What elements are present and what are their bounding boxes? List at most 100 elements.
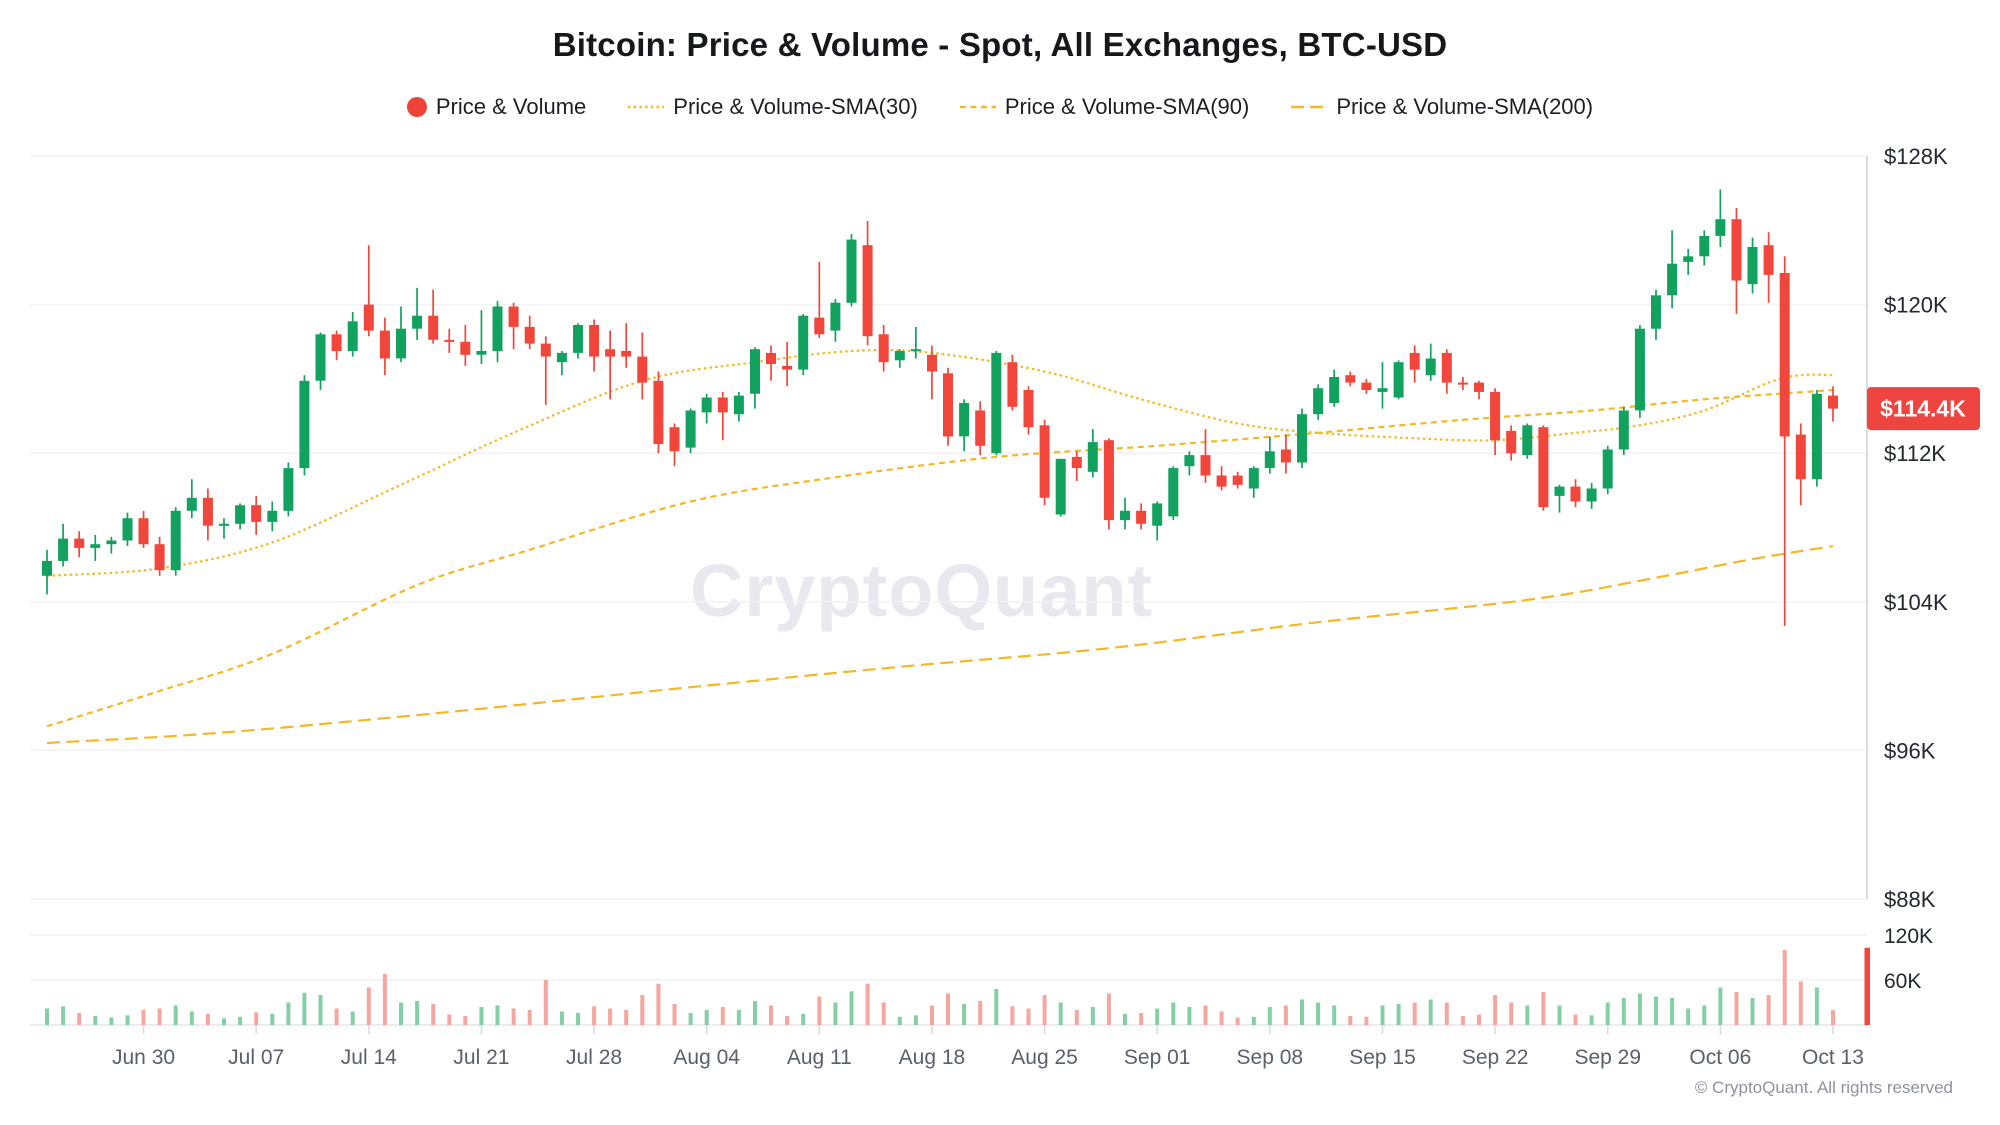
- cryptoquant-watermark: CryptoQuant: [690, 549, 1154, 632]
- volume-bar: [205, 1013, 210, 1026]
- candle-body: [1538, 427, 1549, 508]
- candle-body: [782, 365, 793, 370]
- volume-bar: [1798, 981, 1803, 1025]
- candle-body: [58, 538, 69, 561]
- candle-body: [363, 304, 374, 331]
- volume-bar: [77, 1013, 82, 1025]
- volume-bar: [479, 1007, 484, 1025]
- candle-body: [219, 523, 229, 526]
- axis-volume-marker: [1864, 947, 1870, 1026]
- candle-body: [74, 538, 85, 548]
- candle-body: [1168, 468, 1179, 517]
- candle-body: [186, 497, 197, 511]
- date-axis-tick: Jul 07: [228, 1046, 284, 1069]
- volume-bar: [382, 974, 387, 1025]
- volume-bar: [350, 1011, 355, 1025]
- sma90-dash-icon: [959, 105, 996, 109]
- volume-bar: [1477, 1014, 1481, 1025]
- date-axis-tick: Jun 30: [112, 1046, 175, 1069]
- volume-bar: [431, 1004, 436, 1025]
- date-axis-tick: Aug 11: [787, 1046, 852, 1069]
- sma200-line: [46, 545, 1834, 745]
- volume-bar: [1750, 998, 1755, 1025]
- volume-bar: [962, 1004, 967, 1025]
- volume-bar: [1203, 1005, 1208, 1025]
- volume-bar: [1058, 1002, 1063, 1025]
- price-axis-labels: $128K $120K $112K $104K $96K $88K 120K 60K: [1884, 144, 1948, 993]
- candle-body: [991, 352, 1002, 454]
- candle-body: [1618, 410, 1629, 450]
- candle-body: [1747, 247, 1758, 285]
- candle-body: [798, 315, 809, 370]
- date-axis-tick: Sep 15: [1349, 1046, 1416, 1069]
- candle-body: [589, 325, 600, 357]
- volume-bar: [1605, 1002, 1610, 1025]
- volume-bar: [704, 1010, 709, 1025]
- candle-body: [235, 505, 246, 524]
- volume-bar: [672, 1004, 677, 1025]
- volume-bar: [1557, 1005, 1562, 1025]
- volume-bar: [1332, 1005, 1337, 1025]
- volume-bar: [1219, 1011, 1224, 1025]
- legend-item-sma30[interactable]: Price & Volume-SMA(30): [628, 94, 918, 120]
- candle-body: [1828, 395, 1838, 409]
- candle-body: [573, 325, 583, 353]
- candle-body: [556, 352, 567, 363]
- candle-body: [685, 410, 696, 448]
- volume-bar: [1010, 1006, 1015, 1026]
- candle-body: [1232, 475, 1243, 485]
- legend-item-sma90[interactable]: Price & Volume-SMA(90): [959, 94, 1250, 120]
- date-axis-tick: Sep 08: [1237, 1046, 1304, 1069]
- candle-body: [444, 339, 455, 342]
- candle-body: [1152, 503, 1163, 526]
- legend-label: Price & Volume-SMA(90): [1004, 94, 1250, 119]
- volume-bar: [930, 1005, 934, 1025]
- candle-body: [1715, 219, 1726, 236]
- candle-body: [492, 306, 503, 352]
- candle-body: [605, 349, 616, 357]
- candle-body: [1007, 362, 1018, 407]
- candle-body: [1377, 388, 1388, 392]
- volume-bar: [238, 1016, 243, 1026]
- volume-bar: [849, 991, 854, 1026]
- legend-item-price-volume[interactable]: Price & Volume: [406, 94, 587, 120]
- volume-bar: [463, 1016, 468, 1025]
- volume-bar: [1686, 1008, 1691, 1025]
- legend-item-sma200[interactable]: Price & Volume-SMA(200): [1291, 94, 1593, 120]
- candle-body: [347, 321, 358, 351]
- sma-lines-layer: [46, 348, 1834, 745]
- candle-body: [637, 356, 648, 383]
- candle-body: [862, 245, 873, 337]
- volume-bar: [415, 1001, 420, 1025]
- chart-legend: Price & Volume Price & Volume-SMA(30) Pr…: [0, 94, 2000, 120]
- candle-body: [733, 395, 744, 415]
- candle-body: [460, 341, 471, 355]
- date-axis-tick: Aug 04: [673, 1046, 740, 1069]
- candle-body: [1103, 440, 1114, 521]
- volume-bar: [833, 1002, 838, 1025]
- candle-body: [1087, 442, 1098, 472]
- candle-body: [1216, 475, 1227, 487]
- candle-body: [750, 349, 760, 394]
- volume-bar: [1782, 950, 1787, 1025]
- date-axis-tick: Sep 22: [1462, 1046, 1529, 1069]
- candle-body: [1425, 358, 1436, 376]
- candle-body: [1071, 456, 1082, 468]
- candle-body: [412, 315, 423, 329]
- candle-body: [1634, 328, 1645, 411]
- x-axis-labels: Jun 30 Jul 07 Jul 14 Jul 21 Jul 28 Aug 04 Aug …: [112, 1025, 1864, 1069]
- volume-bar: [1493, 995, 1498, 1025]
- candle-body: [1779, 273, 1790, 437]
- volume-bar: [785, 1016, 790, 1025]
- volume-bar: [254, 1012, 259, 1026]
- volume-bar: [978, 1001, 983, 1025]
- legend-label: Price & Volume: [435, 94, 587, 119]
- date-axis-tick: Sep 29: [1574, 1046, 1641, 1069]
- volume-bar: [897, 1016, 902, 1026]
- volume-bar: [1396, 1004, 1401, 1025]
- candle-body: [1667, 263, 1678, 296]
- volume-bar: [736, 1010, 741, 1025]
- volume-bar: [302, 992, 307, 1026]
- volume-bar: [511, 1008, 516, 1025]
